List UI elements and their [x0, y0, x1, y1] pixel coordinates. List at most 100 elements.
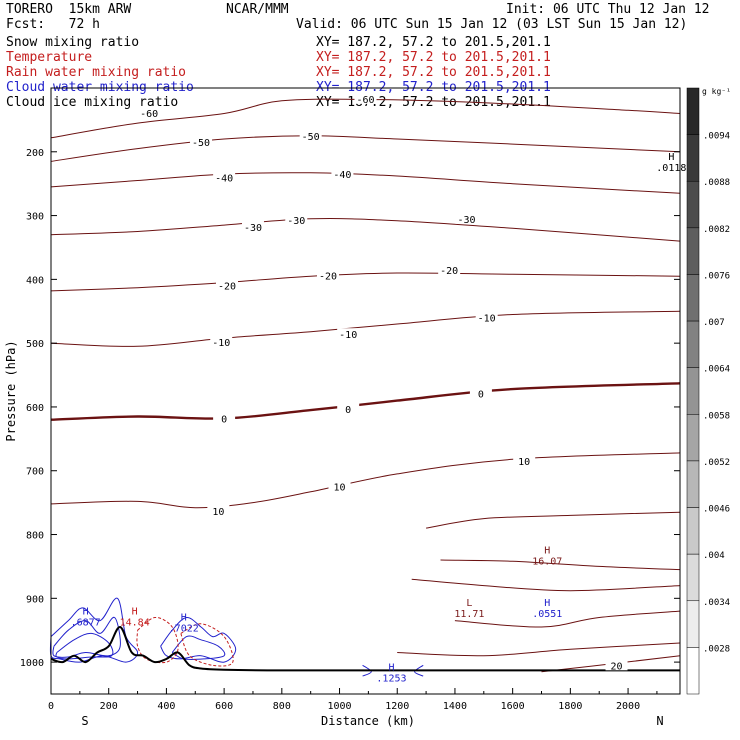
contour-label: 10	[212, 507, 224, 518]
contour-label: -30	[457, 215, 475, 226]
colorbar-tick-label: .0058	[703, 411, 730, 421]
colorbar-tick-label: .0034	[703, 598, 730, 608]
terrain-profile	[50, 626, 680, 672]
colorbar-segment	[686, 180, 700, 229]
contour-label-bg	[438, 263, 461, 275]
extremum-high-marker: H	[544, 598, 550, 609]
x-tick-label: 1200	[385, 701, 409, 712]
colorbar-tick-label: .0064	[703, 365, 730, 375]
contour-label: -30	[287, 216, 305, 227]
colorbar-segment	[686, 134, 700, 182]
colorbar-tick-label: .0028	[703, 644, 730, 654]
colorbar-tick-label: .0052	[703, 458, 730, 468]
axes: 0 200 400 600 800 1000 1200 1400 1600 1800 2000200…	[20, 148, 680, 712]
contour-label-bg	[337, 328, 360, 340]
contour-label-bg	[316, 269, 339, 281]
field-label-snow: Snow mixing ratio	[6, 35, 140, 50]
colorbar: .0094 .0088 .0082 .0076 .007 .0064 .0058 .0052.…	[686, 87, 730, 695]
y-tick-label: 200	[26, 148, 44, 159]
init-time: Init: 06 UTC Thu 12 Jan 12	[506, 2, 710, 17]
colorbar-tick-label: .004	[703, 551, 725, 561]
contour-label: 0	[221, 414, 227, 425]
y-tick-label: 700	[26, 467, 44, 478]
y-tick-label: 300	[26, 212, 44, 223]
extremum-high-marker: H	[181, 613, 187, 624]
extremum-value: .1253	[376, 673, 406, 684]
contour-10	[50, 452, 681, 509]
colorbar-segment	[686, 87, 700, 135]
field-xy-temperature: XY= 187.2, 57.2 to 201.5,201.1	[316, 50, 551, 65]
contour-label-bg	[331, 168, 354, 180]
y-tick-label: 600	[26, 403, 44, 414]
contour-m20	[50, 272, 681, 292]
extremum-value: 16.07	[532, 557, 562, 568]
forecast-hour: Fcst: 72 h	[6, 17, 100, 32]
contour-label: -10	[339, 330, 357, 341]
cloud-water-contour-1	[52, 616, 121, 658]
field-label-rain: Rain water mixing ratio	[6, 65, 187, 80]
extremum-high-marker: H	[83, 606, 89, 617]
contour-label-bg	[207, 504, 230, 516]
contour-label: -10	[478, 314, 496, 325]
x-tick-label: 400	[157, 701, 175, 712]
contour-label-bg	[213, 412, 236, 424]
contour-warm-2	[411, 578, 681, 592]
contour-label: -20	[319, 272, 337, 283]
contour-label-bg	[337, 402, 360, 414]
temperature-contours	[50, 98, 681, 673]
extremum-value: .0551	[532, 609, 562, 620]
contour-label-bg	[138, 106, 161, 118]
end-label-south: S	[81, 714, 88, 728]
y-tick-label: 500	[26, 339, 44, 350]
colorbar-segment	[686, 367, 700, 415]
colorbar-tick-label: .0088	[703, 178, 730, 188]
extremum-value: .6877	[71, 617, 101, 628]
contour-label: -40	[215, 173, 233, 184]
contour-labels: -60 -60 -50 -50 -40 -40 -30 -30 -30 -20 -20 -20 -10 -…	[138, 92, 628, 672]
x-tick-label: 1400	[443, 701, 467, 712]
valid-time: Valid: 06 UTC Sun 15 Jan 12 (03 LST Sun …	[296, 17, 688, 32]
extremum-value: 11.71	[454, 609, 484, 620]
contour-label: -50	[302, 132, 320, 143]
colorbar-segment	[686, 227, 700, 275]
x-tick-label: 1600	[501, 701, 525, 712]
colorbar-tick-label: .0094	[703, 132, 730, 142]
field-label-temperature: Temperature	[6, 50, 93, 65]
contour-label: -40	[333, 170, 351, 181]
contour-m30	[50, 218, 681, 242]
contour-m10	[50, 310, 681, 347]
contour-label: 20	[610, 661, 622, 672]
colorbar-segment	[686, 553, 700, 602]
contour-label-bg	[354, 92, 377, 104]
contour-label: -60	[356, 95, 374, 106]
cloud-water-contour-3	[160, 616, 237, 663]
contour-label: 0	[478, 390, 484, 401]
moisture-contours	[49, 597, 424, 677]
extremum-high-marker: H	[388, 662, 394, 673]
y-tick-label: 800	[26, 531, 44, 542]
field-xy-rain: XY= 187.2, 57.2 to 201.5,201.1	[316, 65, 551, 80]
colorbar-tick-label: .0082	[703, 225, 730, 235]
extremum-value: .0118	[656, 163, 686, 174]
model-title: TORERO 15km ARW	[6, 2, 132, 17]
contour-warm-4	[397, 642, 681, 657]
x-tick-label: 0	[48, 701, 54, 712]
contour-label: -20	[440, 266, 458, 277]
y-tick-label: 400	[26, 275, 44, 286]
contour-warm-0	[426, 511, 681, 529]
contour-label-bg	[299, 129, 322, 141]
y-axis-label: Pressure (hPa)	[4, 340, 18, 441]
cloud-water-small-0	[362, 664, 372, 677]
extremum-high-marker: H	[132, 606, 138, 617]
colorbar-tick-label: .0076	[703, 271, 730, 281]
colorbar-segment	[686, 600, 700, 648]
field-xy-snow: XY= 187.2, 57.2 to 201.5,201.1	[316, 35, 551, 50]
contour-label-bg	[210, 335, 233, 347]
contour-label: -10	[212, 338, 230, 349]
x-tick-label: 200	[100, 701, 118, 712]
contour-0	[50, 382, 681, 421]
contour-label: 10	[518, 457, 530, 468]
contour-label-bg	[328, 480, 351, 492]
